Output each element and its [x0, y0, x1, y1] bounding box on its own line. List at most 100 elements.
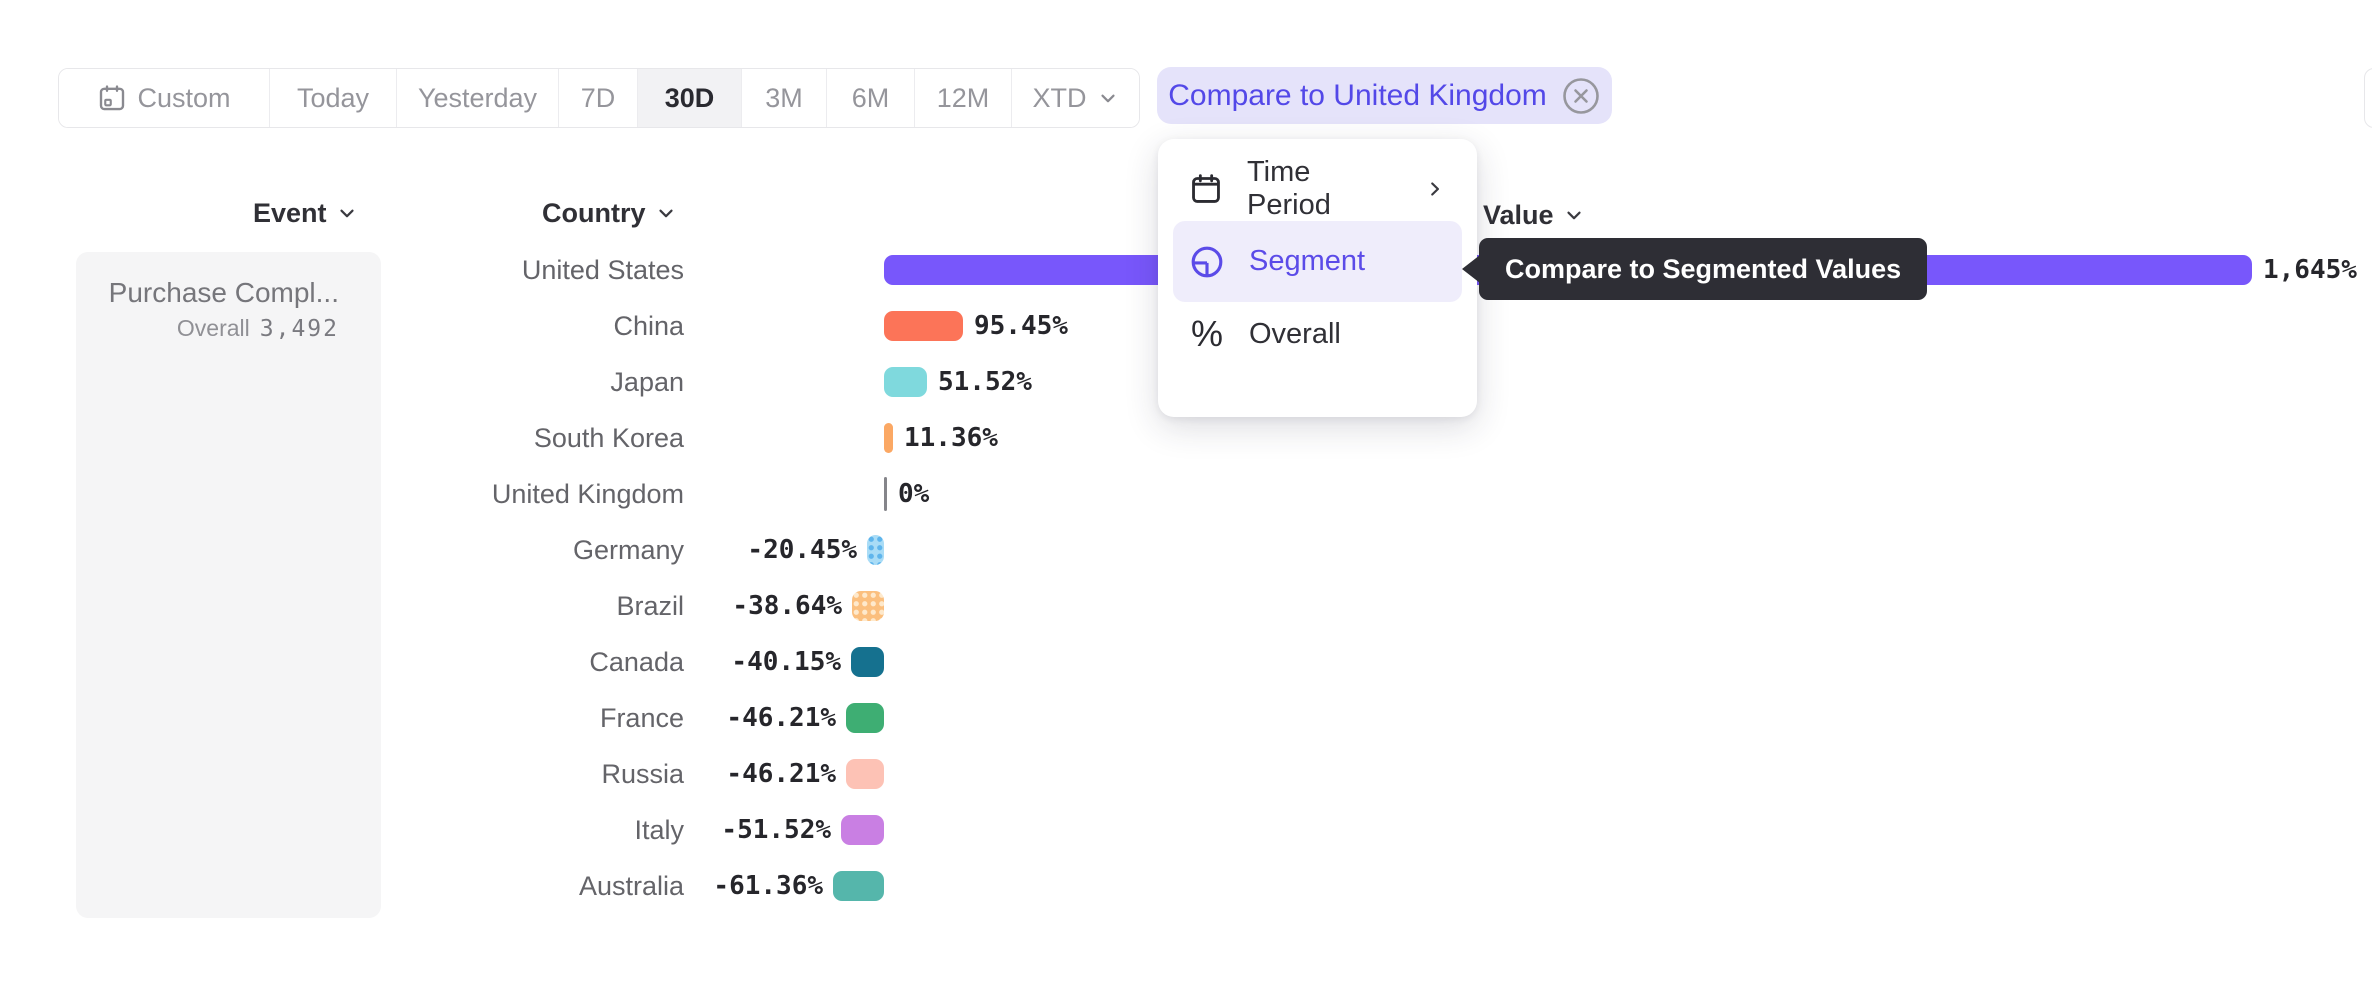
chart-row: Australia -61.36%: [0, 858, 2372, 914]
value-bar[interactable]: [884, 311, 963, 341]
value-label: 51.52%: [938, 367, 1032, 397]
chart-row: South Korea 11.36%: [0, 410, 2372, 466]
chart-row: Brazil -38.64%: [0, 578, 2372, 634]
value-bar[interactable]: [884, 423, 893, 453]
column-header-value[interactable]: Value: [1483, 200, 1585, 230]
value-label: -20.45%: [747, 535, 857, 565]
date-range-custom-button[interactable]: Custom: [59, 69, 270, 127]
value-bar[interactable]: [867, 535, 884, 565]
calendar-icon: [97, 83, 127, 113]
menu-item-label: Overall: [1249, 317, 1341, 350]
value-header-label: Value: [1483, 199, 1554, 230]
date-range-today-button[interactable]: Today: [270, 69, 397, 127]
column-header-event[interactable]: Event: [253, 198, 358, 228]
menu-item-overall[interactable]: % Overall: [1173, 302, 1462, 366]
date-range-label: Yesterday: [417, 82, 538, 113]
value-bar[interactable]: [833, 871, 884, 901]
value-label: -46.21%: [726, 703, 836, 733]
value-label: -46.21%: [726, 759, 836, 789]
partial-offscreen-button[interactable]: [2364, 68, 2372, 128]
calendar-icon: [1189, 171, 1223, 207]
column-header-country[interactable]: Country: [542, 198, 677, 228]
country-label: China: [613, 310, 684, 341]
tooltip-text: Compare to Segmented Values: [1505, 253, 1902, 284]
value-label: -61.36%: [713, 871, 823, 901]
country-label: Australia: [578, 870, 684, 901]
country-label: Japan: [610, 366, 684, 397]
date-range-12m-button[interactable]: 12M: [915, 69, 1012, 127]
chart-row: Canada -40.15%: [0, 634, 2372, 690]
date-range-label: 7D: [580, 82, 616, 113]
date-range-label: XTD: [1032, 82, 1087, 113]
segment-icon: [1189, 244, 1225, 280]
percent-icon: %: [1190, 313, 1223, 354]
event-overall: Overall 3,492: [88, 315, 339, 342]
value-label: -51.52%: [721, 815, 831, 845]
chart-row: Italy -51.52%: [0, 802, 2372, 858]
compare-pill-label: Compare to United Kingdom: [1168, 78, 1547, 112]
value-bar[interactable]: [851, 647, 884, 677]
value-bar[interactable]: [841, 815, 884, 845]
overall-value: 3,492: [259, 316, 339, 342]
event-name: Purchase Compl...: [108, 277, 339, 308]
country-label: United States: [521, 254, 684, 285]
menu-item-label: Time Period: [1247, 156, 1331, 221]
value-label: -40.15%: [731, 647, 841, 677]
overall-label: Overall: [176, 315, 250, 341]
chevron-right-icon: [1424, 178, 1446, 200]
country-label: Brazil: [616, 590, 684, 621]
country-label: South Korea: [533, 422, 684, 453]
chevron-down-icon: [1563, 204, 1585, 226]
chart-row: China 95.45%: [0, 298, 2372, 354]
date-range-3m-button[interactable]: 3M: [742, 69, 827, 127]
country-label: Russia: [601, 758, 684, 789]
compare-menu: Time Period Segment% Overall: [1158, 139, 1477, 417]
tooltip-arrow-icon: [1462, 255, 1480, 283]
chart-row: Russia -46.21%: [0, 746, 2372, 802]
value-label: 95.45%: [974, 311, 1068, 341]
event-header-label: Event: [253, 197, 327, 228]
country-label: United Kingdom: [491, 478, 684, 509]
date-range-label: 30D: [664, 82, 715, 113]
value-bar[interactable]: [846, 703, 884, 733]
value-label: 11.36%: [904, 423, 998, 453]
value-bar[interactable]: [884, 367, 927, 397]
country-label: Canada: [589, 646, 684, 677]
segment-tooltip: Compare to Segmented Values: [1462, 238, 1928, 300]
country-label: Italy: [634, 814, 684, 845]
country-header-label: Country: [542, 197, 646, 228]
date-range-toolbar: Custom Today Yesterday 7D 30D 3M 6M 12M XTD: [58, 68, 1140, 128]
value-label: 1,645%: [2263, 255, 2357, 285]
chevron-down-icon: [655, 202, 677, 224]
compare-pill[interactable]: Compare to United Kingdom: [1157, 67, 1612, 124]
date-range-xtd-button[interactable]: XTD: [1012, 69, 1139, 127]
date-range-label: Custom: [137, 82, 231, 113]
value-bar[interactable]: [846, 759, 884, 789]
value-bar[interactable]: [852, 591, 884, 621]
date-range-6m-button[interactable]: 6M: [827, 69, 915, 127]
chart-row: Germany -20.45%: [0, 522, 2372, 578]
date-range-label: 12M: [936, 82, 990, 113]
date-range-7d-button[interactable]: 7D: [559, 69, 638, 127]
chart-row: United Kingdom 0%: [0, 466, 2372, 522]
date-range-label: 3M: [765, 82, 803, 113]
menu-item-segment[interactable]: Segment: [1173, 221, 1462, 302]
date-range-30d-button[interactable]: 30D: [638, 69, 742, 127]
date-range-label: 6M: [851, 82, 890, 113]
country-label: France: [599, 702, 684, 733]
menu-item-label: Segment: [1249, 245, 1366, 277]
remove-compare-icon[interactable]: [1561, 76, 1601, 116]
value-label: 0%: [898, 479, 930, 509]
date-range-yesterday-button[interactable]: Yesterday: [397, 69, 559, 127]
menu-item-time-period[interactable]: Time Period: [1173, 156, 1462, 221]
chevron-down-icon: [336, 202, 358, 224]
country-label: Germany: [572, 534, 684, 565]
zero-baseline-bar[interactable]: [884, 477, 887, 511]
chart-row: Japan 51.52%: [0, 354, 2372, 410]
value-label: -38.64%: [732, 591, 842, 621]
chart-row: France -46.21%: [0, 690, 2372, 746]
date-range-label: Today: [296, 82, 370, 113]
event-panel[interactable]: Purchase Compl... Overall 3,492: [76, 252, 381, 918]
chevron-down-icon: [1097, 87, 1119, 109]
